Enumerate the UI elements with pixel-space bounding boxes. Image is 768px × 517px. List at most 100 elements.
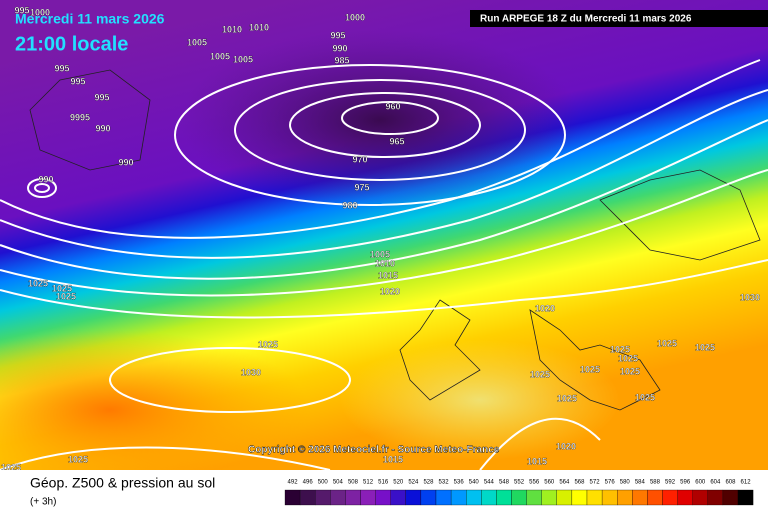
colorbar-tick-label: 548 — [499, 480, 510, 486]
colorbar-tick-label: 520 — [393, 480, 404, 486]
colorbar-tick-label: 568 — [574, 480, 585, 486]
isobar-label: 980 — [342, 200, 357, 210]
isobar-label: 1005 — [210, 51, 230, 61]
colorbar-tick-label: 528 — [423, 480, 434, 486]
isobar-label: 1030 — [740, 292, 760, 302]
isobar-label: 990 — [332, 43, 347, 53]
colorbar-tick-label: 496 — [303, 480, 314, 486]
med-area — [340, 340, 620, 460]
isobar-label: 1025 — [530, 369, 550, 379]
isobar-label: 1025 — [620, 366, 640, 376]
colorbar-tick-label: 512 — [363, 480, 374, 486]
colorbar-tick-label: 508 — [348, 480, 359, 486]
colorbar-tick-label: 592 — [665, 480, 676, 486]
isobar-label: 1010 — [222, 24, 242, 34]
isobar-label: 1005 — [233, 54, 253, 64]
isobar-label: 1025 — [68, 454, 88, 464]
colorbar-swatch — [647, 489, 663, 506]
colorbar-tick-label: 584 — [635, 480, 646, 486]
colorbar-tick-label: 604 — [710, 480, 721, 486]
colorbar-tick-label: 540 — [469, 480, 480, 486]
colorbar-tick-label: 576 — [605, 480, 616, 486]
copyright: Copyright © 2026 Meteociel.fr - Source M… — [248, 445, 500, 456]
colorbar-swatch — [481, 489, 497, 506]
coastlines — [29, 69, 761, 411]
time: 21:00 locale — [15, 33, 128, 55]
colorbar-tick-label: 536 — [454, 480, 465, 486]
isobar-label: 1010 — [375, 258, 395, 268]
isobar-label: 970 — [352, 154, 367, 164]
colorbar-tick-label: 572 — [590, 480, 601, 486]
isobar-label: 1020 — [380, 286, 400, 296]
isobar-label: 975 — [354, 182, 369, 192]
colorbar-tick-label: 564 — [559, 480, 570, 486]
colorbar-swatch — [541, 489, 557, 506]
isobar-label: 995 — [14, 5, 29, 15]
colorbar-swatch — [390, 489, 406, 506]
colorbar-swatch — [375, 489, 391, 506]
colorbar-swatch — [662, 489, 678, 506]
isobar-label: 1025 — [610, 344, 630, 354]
colorbar-tick-label: 612 — [741, 480, 752, 486]
colorbar-swatch — [420, 489, 437, 506]
colorbar-tick-label: 560 — [544, 480, 555, 486]
colorbar-swatch — [692, 489, 708, 506]
isobar-label: 1025 — [258, 339, 278, 349]
isobar-label: 1025 — [580, 364, 600, 374]
colorbar: 492 496 500 504 508 512 516 520 524 528 532 536 540 5… — [284, 480, 754, 506]
colorbar-tick-label: 600 — [695, 480, 706, 486]
ridge — [0, 330, 310, 490]
footer-step: (+ 3h) — [30, 497, 56, 508]
isobar-label: 1000 — [30, 7, 50, 17]
isobar-label: 990 — [95, 123, 110, 133]
isobar-label: 1015 — [383, 454, 403, 464]
colorbar-swatch — [345, 489, 361, 506]
isobar-label: 1000 — [345, 12, 365, 22]
colorbar-tick-label: 492 — [288, 480, 299, 486]
colorbar-swatch — [677, 489, 693, 506]
colorbar-tick-label: 500 — [318, 480, 329, 486]
isobar-label: 1025 — [52, 283, 72, 293]
colorbar-swatch — [496, 489, 512, 506]
footer-title: Géop. Z500 & pression au sol — [30, 475, 215, 491]
colorbar-swatch — [722, 489, 739, 506]
colorbar-swatch — [450, 489, 467, 506]
isobar-label: 1025 — [1, 462, 21, 472]
low-core — [180, 30, 580, 210]
isobar-label: 1025 — [557, 393, 577, 403]
run: Run ARPEGE 18 Z du Mercredi 11 mars 2026 — [480, 14, 692, 25]
colorbar-tick-label: 552 — [514, 480, 525, 486]
isobar-label: 995 — [54, 63, 69, 73]
isobars — [0, 59, 768, 471]
colorbar-swatch — [586, 489, 603, 506]
colorbar-swatch — [299, 489, 316, 506]
colorbar-swatch — [526, 489, 542, 506]
isobar-label: 985 — [334, 55, 349, 65]
isobar-label: 995 — [94, 92, 109, 102]
date: Mercredi 11 mars 2026 — [15, 11, 165, 27]
colorbar-tick-label: 588 — [650, 480, 661, 486]
isobar-label: 1020 — [556, 441, 576, 451]
colorbar-tick-label: 504 — [333, 480, 344, 486]
isobar-label: 1020 — [535, 303, 555, 313]
isobar-label: 960 — [385, 101, 400, 111]
isobar-label: 1030 — [241, 367, 261, 377]
colorbar-swatch — [707, 489, 724, 506]
isobar-label: 990 — [118, 157, 133, 167]
colorbar-swatch — [284, 489, 301, 506]
colorbar-swatch — [330, 489, 346, 506]
colorbar-swatch — [571, 489, 588, 506]
colorbar-swatch — [435, 489, 452, 506]
colorbar-tick-label: 532 — [439, 480, 450, 486]
colorbar-swatch — [315, 489, 331, 506]
isobar-label: 1005 — [187, 37, 207, 47]
isobar-label: 1025 — [657, 338, 677, 348]
isobar-label: 1005 — [370, 249, 390, 259]
isobar-label: 1025 — [695, 342, 715, 352]
colorbar-swatch — [511, 489, 527, 506]
colorbar-swatch — [405, 489, 422, 506]
colorbar-swatch — [360, 489, 376, 506]
